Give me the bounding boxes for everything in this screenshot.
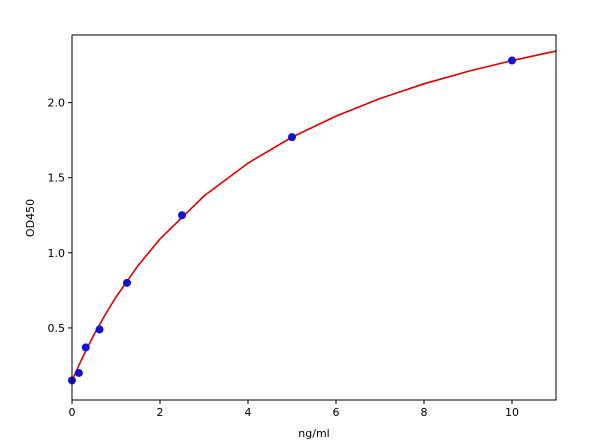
y-tick-label: 1.0 — [48, 247, 66, 260]
x-tick-label: 2 — [157, 406, 164, 419]
x-tick-label: 0 — [69, 406, 76, 419]
y-tick-label: 1.5 — [48, 172, 66, 185]
plot-frame — [71, 34, 557, 401]
x-tick-label: 8 — [421, 406, 428, 419]
y-tick-label: 0.5 — [48, 322, 66, 335]
data-point — [288, 133, 296, 142]
data-point — [508, 56, 516, 65]
data-point — [178, 211, 186, 220]
y-axis-label: OD450 — [24, 199, 37, 237]
data-point — [123, 278, 131, 287]
x-axis-label: ng/ml — [298, 427, 329, 440]
data-point — [74, 368, 83, 377]
data-point — [95, 325, 104, 334]
y-tick-label: 2.0 — [48, 97, 66, 110]
fit-curve — [71, 50, 557, 381]
x-tick-label: 6 — [333, 406, 340, 419]
x-tick-label: 4 — [245, 406, 252, 419]
data-point — [81, 343, 90, 352]
x-tick-label: 10 — [505, 406, 519, 419]
